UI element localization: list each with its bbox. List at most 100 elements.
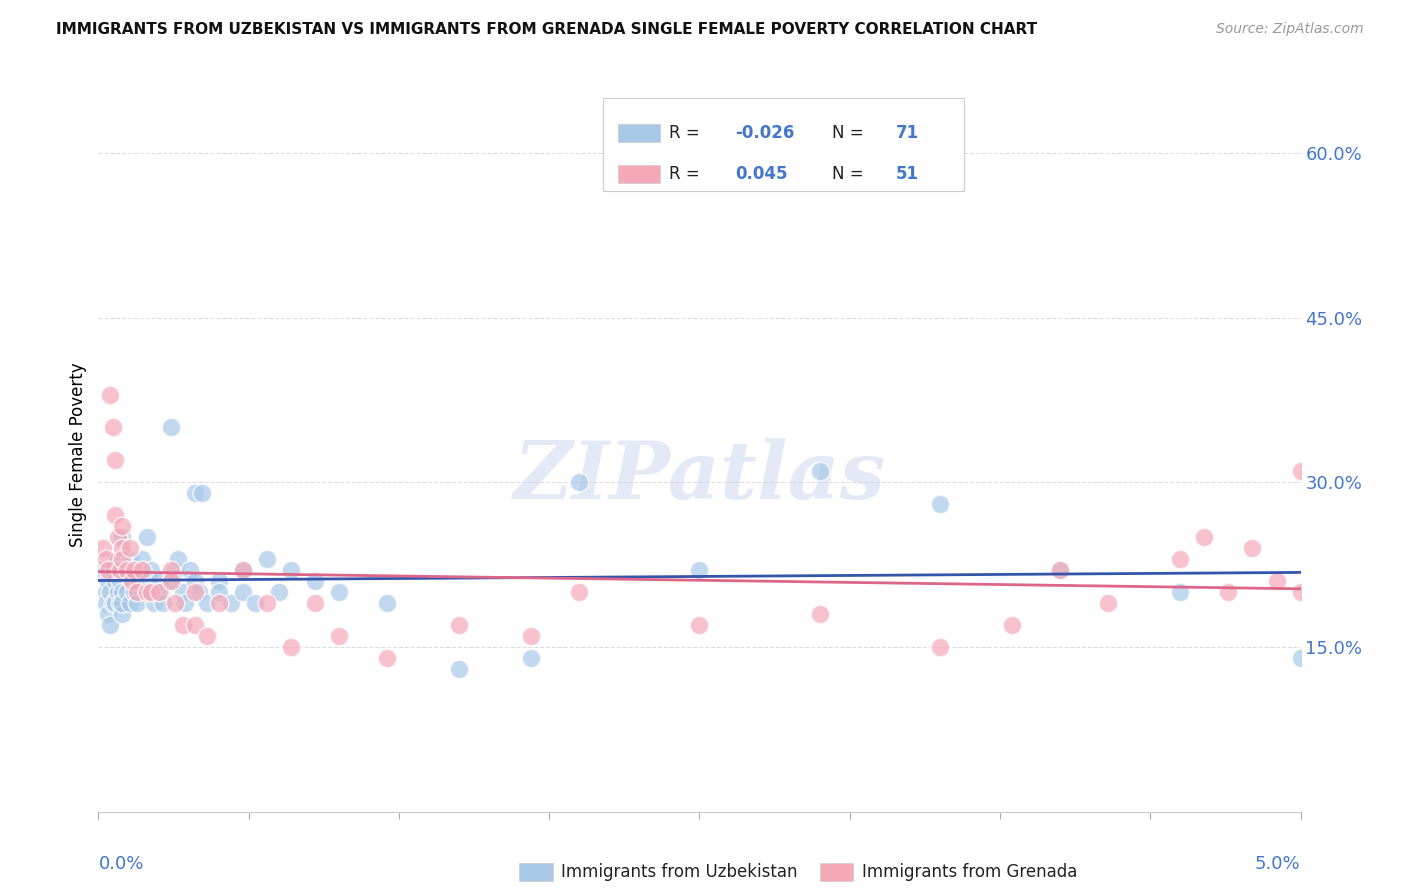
Point [117,563,139,577]
Point [135,530,157,544]
Point [135,574,157,589]
Text: R =: R = [669,165,710,183]
Point [1289,585,1312,599]
Point [117,585,139,599]
Point [195,596,218,610]
Point [91,563,114,577]
Point [149,585,172,599]
Text: Source: ZipAtlas.com: Source: ZipAtlas.com [1216,22,1364,37]
Point [101,420,124,434]
Point [107,530,129,544]
Point [107,585,129,599]
Point [328,585,350,599]
Point [159,563,181,577]
Point [131,552,153,566]
Point [208,585,231,599]
Point [148,585,170,599]
Point [243,596,266,610]
Point [1289,651,1312,665]
Point [179,563,201,577]
Point [111,530,134,544]
Point [808,464,831,478]
Point [568,475,591,490]
Point [232,563,254,577]
Point [1049,563,1071,577]
Text: N =: N = [832,165,869,183]
Point [111,585,134,599]
Point [118,596,141,610]
Point [94,585,117,599]
Y-axis label: Single Female Poverty: Single Female Poverty [69,363,87,547]
Point [219,596,242,610]
Point [195,629,218,643]
FancyBboxPatch shape [617,125,659,143]
FancyBboxPatch shape [820,863,853,881]
Point [124,585,146,599]
Point [97,574,120,589]
Point [208,596,231,610]
Text: 0.0%: 0.0% [98,855,143,872]
Point [101,596,124,610]
Point [128,574,150,589]
Point [107,552,129,566]
Point [688,618,710,632]
FancyBboxPatch shape [617,165,659,183]
Point [121,574,143,589]
Point [104,508,127,523]
Point [1170,552,1192,566]
Point [280,640,302,654]
Point [447,618,470,632]
Point [159,574,181,589]
Point [375,596,398,610]
Point [166,552,188,566]
Point [568,585,591,599]
Point [188,585,211,599]
Point [172,585,194,599]
Point [191,486,214,500]
Point [520,629,543,643]
Point [111,596,134,610]
Point [104,574,127,589]
Point [97,563,120,577]
Point [152,596,174,610]
Point [304,574,326,589]
Point [520,651,543,665]
Point [165,596,187,610]
Point [111,552,134,566]
Point [124,563,146,577]
Text: 71: 71 [896,124,918,143]
Point [280,563,302,577]
Point [159,420,181,434]
Point [141,585,163,599]
Point [1218,585,1240,599]
Point [100,585,122,599]
Point [108,596,131,610]
Point [183,486,205,500]
Point [97,607,120,621]
Point [1265,574,1288,589]
Point [1049,563,1071,577]
Point [111,541,134,556]
Point [141,585,163,599]
Point [1170,585,1192,599]
Point [94,596,117,610]
Point [929,497,952,511]
Text: ZIPatlas: ZIPatlas [513,438,886,515]
Point [104,453,127,467]
Point [100,387,122,401]
Point [131,563,153,577]
Point [1241,541,1264,556]
Point [174,596,197,610]
Point [256,596,278,610]
Point [159,574,181,589]
Point [1001,618,1024,632]
Point [101,563,124,577]
Point [125,596,148,610]
Text: -0.026: -0.026 [735,124,794,143]
Text: N =: N = [832,124,869,143]
Point [118,541,141,556]
Point [1289,464,1312,478]
Point [304,596,326,610]
Point [148,574,170,589]
Point [447,662,470,676]
